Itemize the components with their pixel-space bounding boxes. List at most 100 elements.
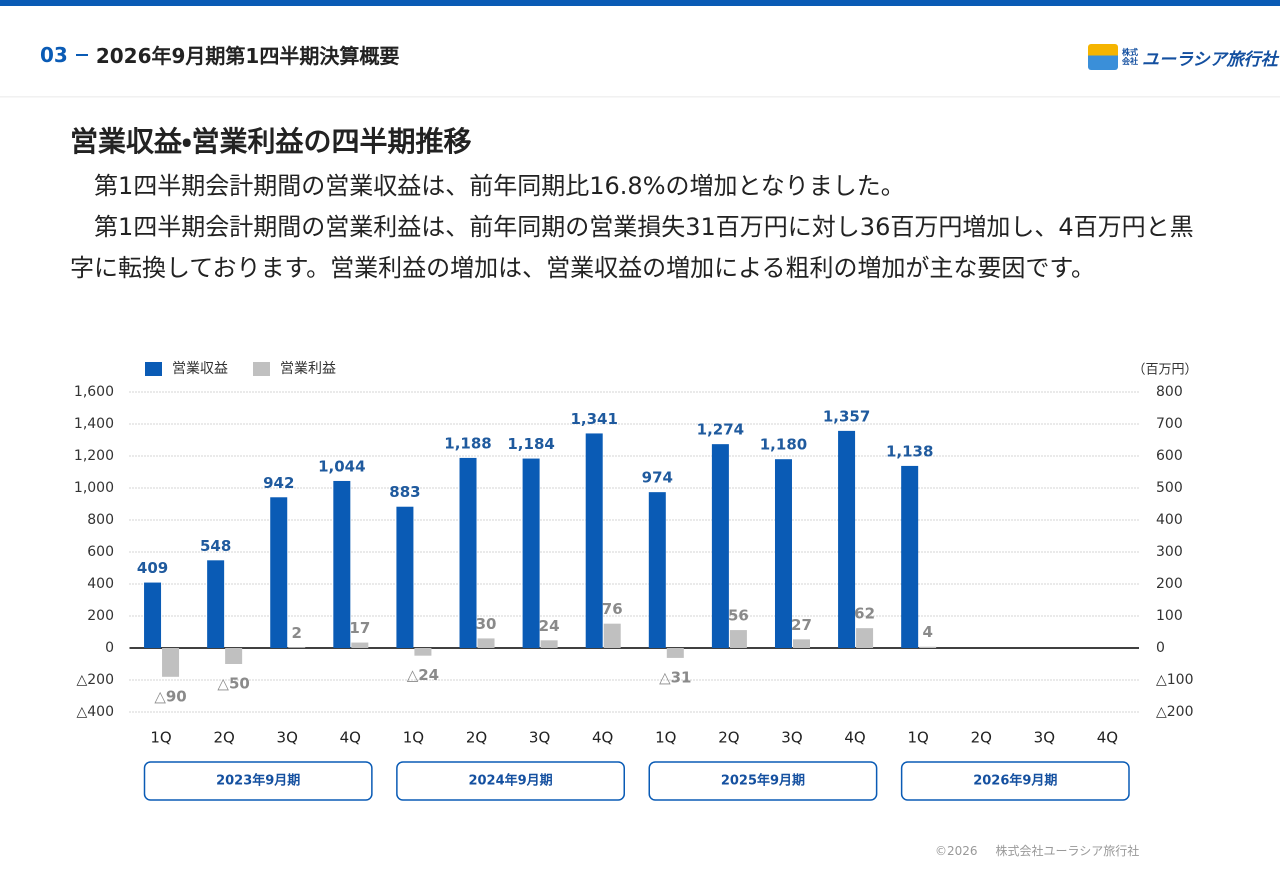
x-tick-label: 3Q: [1034, 729, 1055, 747]
value-label: △50: [217, 675, 249, 693]
y2-tick-label: △100: [1156, 672, 1194, 688]
header-title: 2026年9月期第1四半期決算概要: [95, 44, 400, 68]
section-number: 03: [40, 42, 68, 67]
top-bar: [0, 0, 1280, 6]
legend-swatch: [253, 362, 270, 376]
bar: [729, 630, 747, 648]
bar: [477, 638, 495, 648]
value-label: 56: [728, 607, 749, 625]
bar: [414, 648, 432, 656]
y-tick-label: 800: [87, 512, 114, 528]
dash: [75, 53, 88, 56]
y-tick-label: 600: [87, 544, 114, 560]
y2-tick-label: 100: [1156, 608, 1183, 624]
unit-label: （百万円）: [1132, 363, 1197, 378]
value-label: 1,274: [697, 421, 744, 439]
bar: [270, 497, 288, 648]
value-label: 548: [200, 537, 231, 555]
x-tick-label: 2Q: [971, 729, 992, 747]
y-tick-label: 1,600: [74, 384, 114, 400]
value-label: 30: [476, 615, 497, 633]
y-tick-label: 1,000: [74, 480, 114, 496]
value-label: 1,188: [444, 434, 491, 452]
y2-tick-label: 400: [1156, 512, 1183, 528]
bar: [540, 640, 558, 648]
y2-tick-label: △200: [1156, 704, 1194, 720]
group-box: [648, 761, 878, 801]
y2-tick-label: 0: [1156, 640, 1165, 656]
y2-tick-label: 500: [1156, 480, 1183, 496]
logo-small: 株式会社: [1122, 48, 1138, 66]
bar: [459, 457, 477, 648]
bar: [603, 623, 621, 648]
body-text: 第1四半期会計期間の営業収益は、前年同期比16.8%の増加となりました。 第1四…: [70, 166, 1205, 289]
y-tick-label: 400: [87, 576, 114, 592]
y-tick-label: △200: [77, 672, 115, 688]
value-label: 1,357: [823, 407, 870, 425]
bar: [901, 465, 919, 648]
value-label: 76: [602, 600, 623, 618]
value-label: △31: [659, 668, 691, 686]
y2-tick-label: 700: [1156, 416, 1183, 432]
y2-tick-label: 300: [1156, 544, 1183, 560]
value-label: 27: [791, 616, 812, 634]
y2-tick-label: 800: [1156, 384, 1183, 400]
value-label: △24: [407, 666, 439, 684]
x-tick-label: 4Q: [1097, 729, 1118, 747]
footer-company: 株式会社ユーラシア旅行社: [995, 844, 1140, 858]
value-label: 1,044: [318, 457, 365, 475]
value-label: 409: [137, 559, 168, 577]
copyright: ©2026: [935, 844, 978, 858]
bar: [774, 459, 792, 648]
value-label: 974: [642, 469, 673, 487]
x-tick-label: 4Q: [340, 729, 361, 747]
bar: [522, 458, 540, 648]
y-tick-label: △400: [77, 704, 115, 720]
value-label: 1,180: [760, 436, 807, 454]
x-tick-label: 1Q: [907, 729, 928, 747]
value-label: 2: [292, 624, 302, 642]
heading: 営業収益・営業利益の四半期推移: [70, 125, 472, 158]
bar: [351, 642, 369, 648]
bar: [856, 628, 874, 648]
x-tick-label: 3Q: [529, 729, 550, 747]
x-tick-label: 1Q: [403, 729, 424, 747]
bar: [585, 433, 603, 648]
legend-label: 営業利益: [280, 361, 336, 377]
y-tick-label: 1,400: [74, 416, 114, 432]
header: 03 2026年9月期第1四半期決算概要: [40, 40, 399, 69]
value-label: 942: [263, 474, 294, 492]
logo: 株式会社 ユーラシア旅行社: [1088, 44, 1278, 70]
value-label: 17: [349, 619, 370, 637]
bar: [144, 582, 162, 648]
paragraph: 第1四半期会計期間の営業利益は、前年同期の営業損失31百万円に対し36百万円増加…: [70, 213, 1194, 282]
bar: [919, 646, 937, 648]
paragraph: 第1四半期会計期間の営業収益は、前年同期比16.8%の増加となりました。: [94, 172, 905, 200]
group-box: [143, 761, 373, 801]
group-label: 2023年9月期: [216, 773, 300, 789]
bar: [792, 639, 810, 648]
group-label: 2025年9月期: [721, 773, 805, 789]
bar: [288, 647, 306, 648]
group-box: [900, 761, 1130, 801]
value-label: △90: [154, 687, 186, 705]
legend-label: 営業収益: [172, 361, 228, 377]
bar: [333, 480, 351, 648]
group-label: 2026年9月期: [973, 773, 1057, 789]
x-tick-label: 3Q: [277, 729, 298, 747]
value-label: 883: [389, 483, 420, 501]
legend-swatch: [145, 362, 162, 376]
y2-tick-label: 200: [1156, 576, 1183, 592]
bar: [666, 648, 684, 658]
x-tick-label: 2Q: [466, 729, 487, 747]
value-label: 4: [922, 623, 932, 641]
bar: [396, 506, 414, 648]
x-tick-label: 4Q: [592, 729, 613, 747]
y2-tick-label: 600: [1156, 448, 1183, 464]
x-tick-label: 3Q: [781, 729, 802, 747]
logo-icon: [1088, 44, 1118, 70]
bar: [162, 648, 180, 677]
x-tick-label: 2Q: [718, 729, 739, 747]
